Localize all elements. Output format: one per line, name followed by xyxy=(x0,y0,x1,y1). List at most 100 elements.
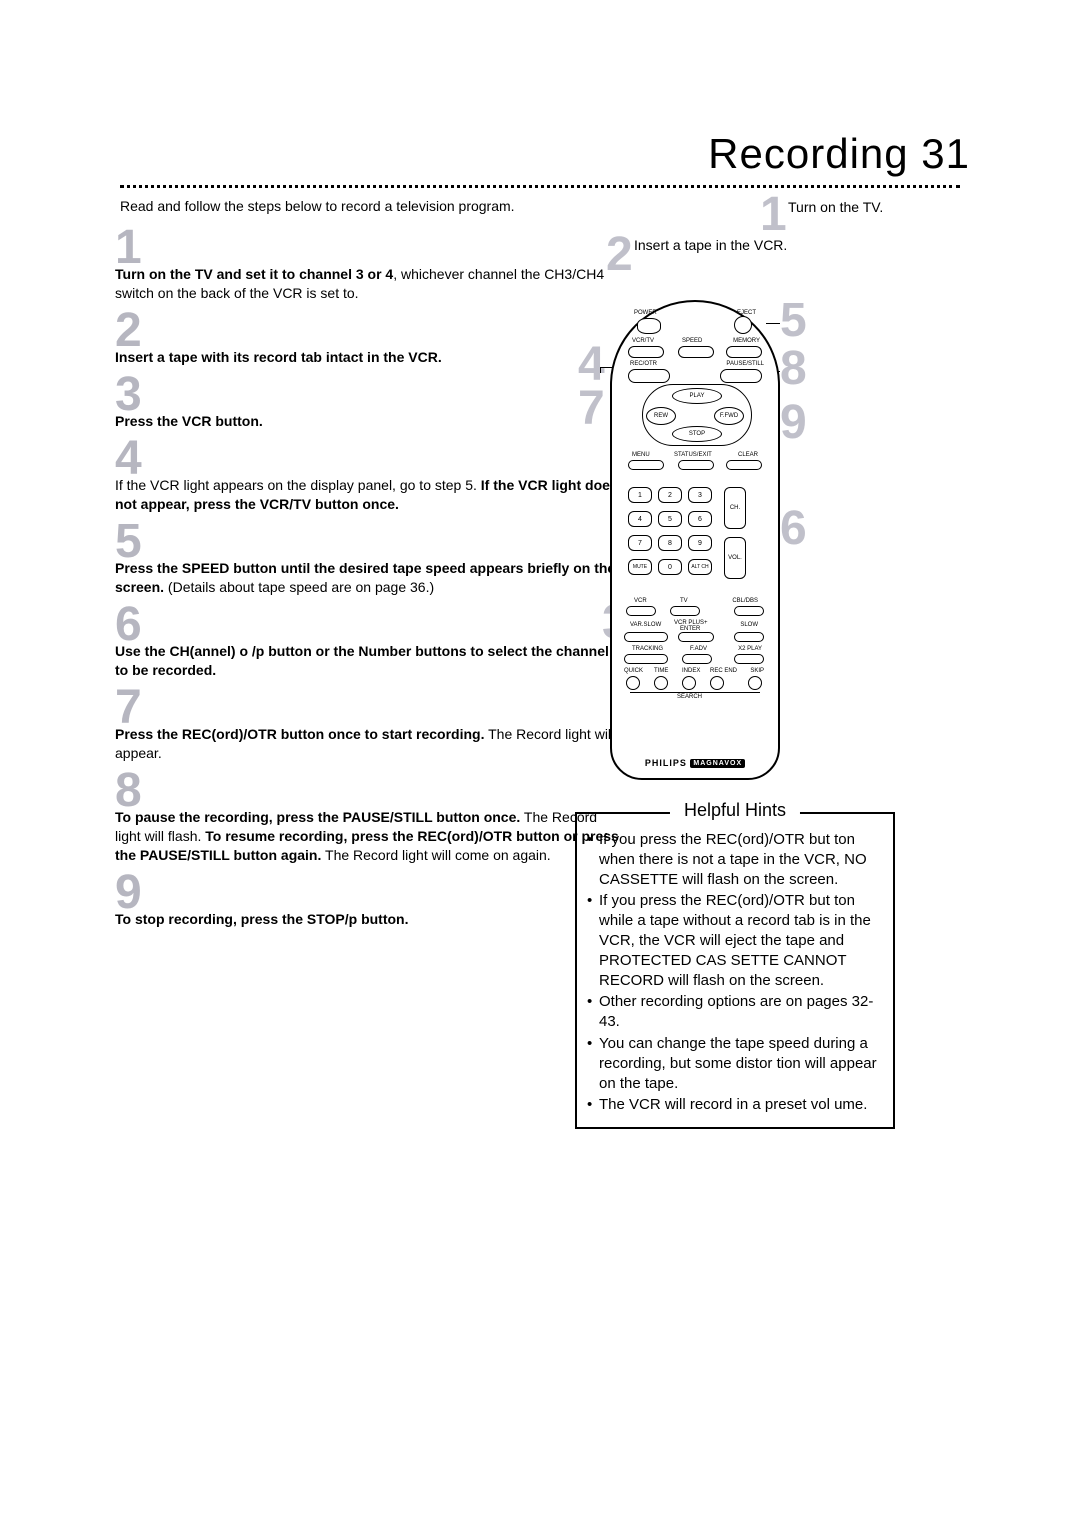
label-pausestill: PAUSE/STILL xyxy=(726,361,764,367)
num-7[interactable]: 7 xyxy=(628,535,652,551)
label-quick: QUICK xyxy=(624,668,643,674)
menu-button[interactable] xyxy=(628,460,664,470)
step-number: 7 xyxy=(115,686,625,729)
step-text: If the VCR light appears on the display … xyxy=(115,477,481,493)
index-button[interactable] xyxy=(682,676,696,690)
num-8[interactable]: 8 xyxy=(658,535,682,551)
hints-title: Helpful Hints xyxy=(670,800,800,821)
vcr-button[interactable] xyxy=(626,606,656,616)
step-5: 5 Press the SPEED button until the desir… xyxy=(115,520,625,597)
slow-button[interactable] xyxy=(734,632,764,642)
callout-4-num: 4 xyxy=(578,343,605,386)
x2play-button[interactable] xyxy=(734,654,764,664)
num-4[interactable]: 4 xyxy=(628,511,652,527)
speed-button[interactable] xyxy=(678,346,714,358)
remote-brand: PHILIPS MAGNAVOX xyxy=(612,758,778,768)
label-eject: EJECT xyxy=(737,310,756,316)
label-clear: CLEAR xyxy=(738,452,758,458)
ch-rocker[interactable]: CH. xyxy=(724,487,746,529)
callout-9-num: 9 xyxy=(780,401,807,444)
play-button[interactable]: PLAY xyxy=(672,388,722,404)
label-recotr: REC/OTR xyxy=(630,361,657,367)
rew-button[interactable]: REW xyxy=(646,407,676,425)
hint-item: The VCR will record in a preset vol ume. xyxy=(585,1095,887,1115)
tv-button[interactable] xyxy=(670,606,700,616)
eject-button[interactable] xyxy=(734,316,752,334)
intro-text: Read and follow the steps below to recor… xyxy=(120,198,515,214)
step-number: 1 xyxy=(115,226,625,269)
helpful-hints-box: Helpful Hints If you press the REC(ord)/… xyxy=(575,812,895,1129)
power-button[interactable] xyxy=(637,318,661,334)
altch-button[interactable]: ALT CH xyxy=(688,559,712,575)
leader xyxy=(600,367,601,373)
label-slow: SLOW xyxy=(740,622,758,628)
num-1[interactable]: 1 xyxy=(628,487,652,503)
step-number: 8 xyxy=(115,769,625,812)
hint-item: If you press the REC(ord)/OTR but ton wh… xyxy=(585,830,887,889)
label-x2play: X2 PLAY xyxy=(738,646,762,652)
recotr-button[interactable] xyxy=(628,369,670,383)
step-bold: Turn on the TV and set it to channel 3 o… xyxy=(115,266,393,282)
step-number: 9 xyxy=(115,871,625,914)
num-5[interactable]: 5 xyxy=(658,511,682,527)
step-number: 2 xyxy=(115,309,625,352)
recend-button[interactable] xyxy=(710,676,724,690)
step-9: 9 To stop recording, press the STOP/p bu… xyxy=(115,871,625,929)
time-button[interactable] xyxy=(654,676,668,690)
step-4: 4 If the VCR light appears on the displa… xyxy=(115,437,625,514)
pausestill-button[interactable] xyxy=(720,369,762,383)
clear-button[interactable] xyxy=(726,460,762,470)
quick-button[interactable] xyxy=(626,676,640,690)
label-index: INDEX xyxy=(682,668,700,674)
vcrplus-button[interactable] xyxy=(678,632,714,642)
remote-control: POWER EJECT VCR/TV SPEED MEMORY REC/OTR … xyxy=(610,300,780,780)
skip-button[interactable] xyxy=(748,676,762,690)
label-vcrtv: VCR/TV xyxy=(632,338,654,344)
callout-2-text: Insert a tape in the VCR. xyxy=(634,237,834,253)
num-2[interactable]: 2 xyxy=(658,487,682,503)
label-recend: REC END xyxy=(710,668,737,674)
tracking-button[interactable] xyxy=(624,654,668,664)
label-search: SEARCH xyxy=(677,694,702,700)
vcrtv-button[interactable] xyxy=(628,346,664,358)
memory-button[interactable] xyxy=(726,346,762,358)
hint-item: You can change the tape speed during a r… xyxy=(585,1034,887,1093)
num-6[interactable]: 6 xyxy=(688,511,712,527)
step-1: 1 Turn on the TV and set it to channel 3… xyxy=(115,226,625,303)
brand-magnavox: MAGNAVOX xyxy=(690,759,745,768)
label-time: TIME xyxy=(654,668,668,674)
step-8: 8 To pause the recording, press the PAUS… xyxy=(115,769,625,865)
label-memory: MEMORY xyxy=(733,338,760,344)
vol-rocker[interactable]: VOL. xyxy=(724,537,746,579)
fadv-button[interactable] xyxy=(682,654,712,664)
label-skip: SKIP xyxy=(750,668,764,674)
step-text: The Record light will come on again. xyxy=(321,847,550,863)
steps-column: 1 Turn on the TV and set it to channel 3… xyxy=(115,220,625,929)
cbldbs-button[interactable] xyxy=(734,606,764,616)
stop-button[interactable]: STOP xyxy=(672,426,722,442)
step-bold: To pause the recording, press the PAUSE/… xyxy=(115,809,520,825)
step-bold: Insert a tape with its record tab intact… xyxy=(115,349,442,365)
search-rule xyxy=(630,692,760,693)
page-title: Recording 31 xyxy=(708,130,970,178)
statusexit-button[interactable] xyxy=(678,460,714,470)
callout-6-num: 6 xyxy=(780,507,807,550)
varslow-button[interactable] xyxy=(624,632,668,642)
brand-philips: PHILIPS xyxy=(645,758,687,768)
dotted-rule xyxy=(120,185,960,188)
num-9[interactable]: 9 xyxy=(688,535,712,551)
step-bold: Press the VCR button. xyxy=(115,413,263,429)
callout-1-text: Turn on the TV. xyxy=(788,199,948,215)
num-0[interactable]: 0 xyxy=(658,559,682,575)
num-3[interactable]: 3 xyxy=(688,487,712,503)
label-menu: MENU xyxy=(632,452,650,458)
callout-8-num: 8 xyxy=(780,347,807,390)
mute-button[interactable]: MUTE xyxy=(628,559,652,575)
step-number: 3 xyxy=(115,373,625,416)
leader xyxy=(766,323,780,324)
ffwd-button[interactable]: F.FWD xyxy=(714,407,744,425)
step-bold: To stop recording, press the STOP/p butt… xyxy=(115,911,409,927)
callout-2-num: 2 xyxy=(606,233,633,276)
label-cbldbs: CBL/DBS xyxy=(732,598,758,604)
step-bold: Use the CH(annel) o /p button or the Num… xyxy=(115,643,609,678)
